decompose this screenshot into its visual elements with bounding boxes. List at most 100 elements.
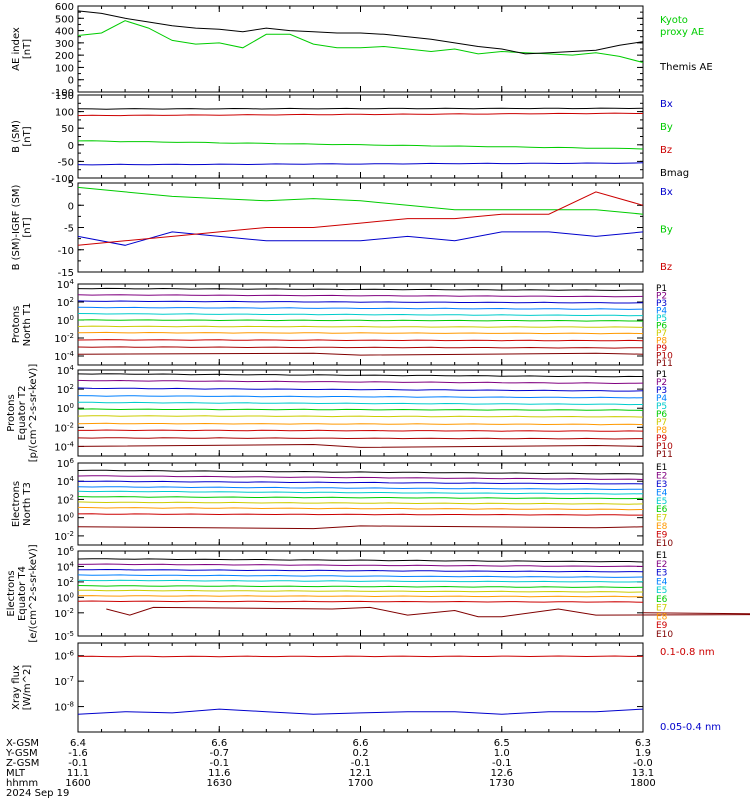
legend-entry: E3 <box>656 569 667 579</box>
series-line <box>77 513 643 516</box>
series-line <box>77 107 644 110</box>
series-line <box>77 387 644 392</box>
y-axis-label: [nT] <box>22 217 33 237</box>
ephemeris-value: 1730 <box>489 778 514 789</box>
y-tick-label: 104 <box>57 560 75 573</box>
series-line <box>77 496 644 500</box>
legend-entry: E7 <box>656 514 667 524</box>
ephemeris-value: 6.4 <box>70 738 86 749</box>
legend-entry: P11 <box>656 359 673 369</box>
panel-frame <box>77 5 644 93</box>
y-tick-label: -50 <box>58 157 74 168</box>
y-axis-label: [nT] <box>22 39 33 59</box>
ephemeris-value: -0.7 <box>209 748 229 759</box>
y-tick-label: 100 <box>57 591 74 604</box>
y-axis-label: B (SM) <box>11 120 22 153</box>
series-line <box>77 490 644 495</box>
series-line <box>77 325 644 328</box>
series-line <box>77 191 644 246</box>
y-tick-label: 200 <box>55 51 74 62</box>
series-line <box>77 10 644 55</box>
y-axis-label: North T3 <box>22 482 33 526</box>
ephemeris-value: 1630 <box>207 778 232 789</box>
date-label: 2024 Sep 19 <box>6 788 69 799</box>
y-axis-label: [nT] <box>22 126 33 146</box>
legend-entry: E1 <box>656 551 667 561</box>
y-axis-label: North T1 <box>22 303 33 347</box>
legend-entry: P7 <box>656 418 667 428</box>
y-tick-label: -5 <box>64 224 74 235</box>
y-tick-label: 102 <box>57 296 74 309</box>
legend-entry: P4 <box>656 394 667 404</box>
y-tick-label: 10-7 <box>54 675 74 688</box>
series-line <box>77 379 644 385</box>
legend-entry: E6 <box>656 505 668 515</box>
y-axis-label: Protons <box>6 394 17 431</box>
series-line <box>77 506 644 511</box>
y-axis-label: [p/(cm^2-s-sr-keV)] <box>28 364 39 463</box>
series-line <box>77 486 643 491</box>
legend-entry: P10 <box>656 442 673 452</box>
y-tick-label: 106 <box>57 457 75 470</box>
legend-entry: Bx <box>660 187 673 198</box>
y-tick-label: 300 <box>55 39 74 50</box>
series-line <box>77 294 644 298</box>
legend-entry: E9 <box>656 531 668 541</box>
y-tick-label: 10-2 <box>54 607 74 620</box>
legend-entry: E5 <box>656 586 667 596</box>
legend-entry: P2 <box>656 378 667 388</box>
series-line <box>77 469 644 475</box>
legend-entry: P11 <box>656 450 673 460</box>
series-line <box>78 480 644 485</box>
series-line <box>77 415 644 418</box>
y-tick-label: 102 <box>57 383 74 396</box>
y-tick-label: 10-2 <box>54 421 74 434</box>
y-tick-label: 0 <box>68 76 74 87</box>
y-tick-label: 100 <box>57 402 74 415</box>
series-line <box>77 525 644 530</box>
series-line <box>77 600 644 603</box>
y-tick-label: -100 <box>51 174 74 185</box>
series-line <box>77 319 644 322</box>
y-axis-label: Protons <box>11 306 22 343</box>
y-tick-label: 5 <box>68 179 74 190</box>
y-tick-label: 500 <box>55 14 74 25</box>
y-tick-label: 106 <box>57 545 75 558</box>
legend-entry: P9 <box>656 344 667 354</box>
legend-entry: E6 <box>656 595 668 605</box>
legend-entry: P7 <box>656 329 667 339</box>
y-axis-label: Xray flux <box>11 665 22 710</box>
legend-entry: P5 <box>656 402 667 412</box>
ephemeris-value: 11.6 <box>208 768 230 779</box>
legend-entry: E9 <box>656 621 668 631</box>
y-tick-label: 10-8 <box>54 701 74 714</box>
legend-entry: P6 <box>656 410 667 420</box>
ephemeris-value: 11.1 <box>67 768 89 779</box>
ephemeris-row-label: hhmm <box>6 778 38 789</box>
series-line <box>77 408 644 411</box>
legend-entry: P9 <box>656 434 667 444</box>
y-tick-label: 100 <box>57 314 74 327</box>
series-line <box>77 339 644 342</box>
series-line <box>77 352 644 356</box>
y-tick-label: 0 <box>68 141 74 152</box>
series-line <box>77 437 644 440</box>
series-line <box>77 589 644 593</box>
panel-frame <box>77 94 644 179</box>
ephemeris-value: 13.1 <box>632 768 654 779</box>
y-tick-label: 102 <box>57 493 74 506</box>
y-tick-label: 10-6 <box>54 650 74 663</box>
y-tick-label: 10-5 <box>54 630 74 643</box>
legend-entry: P2 <box>656 292 667 302</box>
ephemeris-value: -0.1 <box>492 758 512 769</box>
ephemeris-value: -1.6 <box>68 748 88 759</box>
legend-entry: E1 <box>656 463 667 473</box>
panel-frame <box>77 182 644 273</box>
series-line <box>78 429 644 432</box>
y-tick-label: 50 <box>61 124 74 135</box>
ephemeris-value: 1800 <box>630 778 655 789</box>
legend-entry: E7 <box>656 604 667 614</box>
y-tick-label: 150 <box>55 91 74 102</box>
y-tick-label: 104 <box>57 278 75 291</box>
y-axis-label: B (SM)-IGRF (SM) <box>11 185 22 271</box>
